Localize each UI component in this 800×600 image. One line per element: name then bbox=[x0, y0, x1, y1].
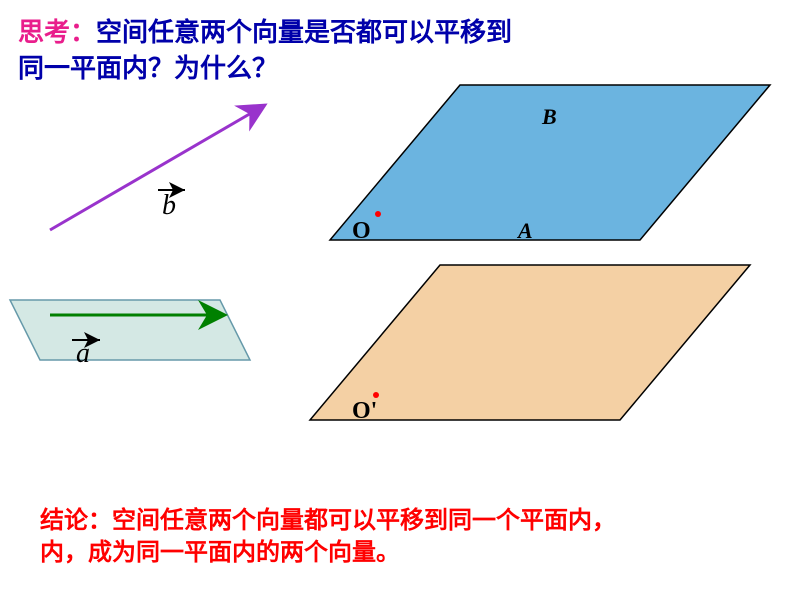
point-o-label: O bbox=[352, 218, 371, 245]
conclusion-line-2: 内，成为同一平面内的两个向量。 bbox=[40, 532, 400, 567]
point-a-label: A bbox=[518, 218, 533, 244]
conclusion-line1-rest: 空间任意两个向量都可以平移到同一个平面内， bbox=[112, 507, 616, 534]
point-o-dot bbox=[375, 211, 381, 217]
conclusion-line-1: 结论：空间任意两个向量都可以平移到同一个平面内， bbox=[40, 500, 616, 535]
point-b-label: B bbox=[542, 104, 557, 130]
diagram-svg bbox=[0, 0, 800, 450]
point-o-prime-label: O' bbox=[352, 398, 377, 425]
vector-b-line bbox=[50, 105, 265, 230]
conclusion-prefix: 结论： bbox=[40, 507, 112, 534]
vector-b-label: b bbox=[162, 190, 176, 222]
vector-a-label: a bbox=[76, 338, 90, 370]
vector-a-plane bbox=[10, 300, 250, 360]
